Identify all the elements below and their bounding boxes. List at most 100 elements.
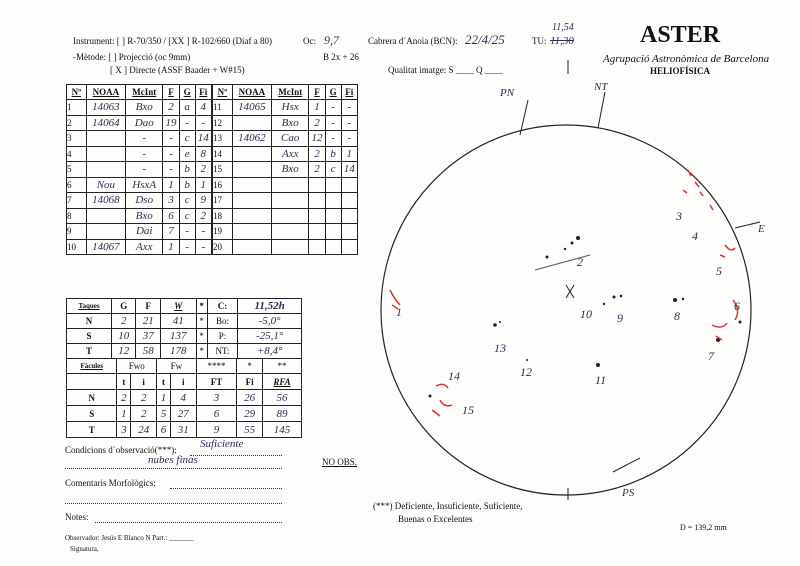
image-quality: Qualitat imatge: S ____ Q ____ bbox=[388, 65, 503, 75]
group-cell bbox=[85, 207, 127, 224]
group-cell bbox=[231, 192, 273, 209]
group-cell: Bxo bbox=[271, 114, 310, 131]
group-row: 8 Bxo 6 c 2 18 bbox=[66, 207, 359, 224]
disk-label: 6 bbox=[734, 299, 740, 313]
group-cell: - bbox=[324, 114, 342, 131]
counts-cell: S bbox=[65, 328, 113, 344]
counts-cell: 12 bbox=[111, 343, 137, 359]
center-cross bbox=[565, 284, 575, 299]
column-header: Fi bbox=[194, 84, 213, 100]
group-number: 17 bbox=[210, 192, 233, 209]
group-number: 15 bbox=[210, 161, 233, 178]
group-cell bbox=[271, 176, 310, 193]
disk-label: 3 bbox=[675, 209, 682, 223]
faculae-cell: S bbox=[65, 405, 118, 422]
faculae-cell: i bbox=[169, 373, 197, 390]
column-header: NOAA bbox=[85, 84, 127, 100]
group-row: 4 - - e 8 14 Axx 2 b 1 bbox=[66, 145, 359, 162]
group-cell: Bxo bbox=[125, 99, 164, 116]
group-cell bbox=[231, 114, 273, 131]
faculae-row: T 3 24 6 31 9 55 145 bbox=[65, 421, 303, 438]
group-row: 6 Nou HsxA 1 b 1 16 bbox=[66, 176, 359, 193]
ps-mark bbox=[612, 457, 641, 473]
group-cell bbox=[231, 207, 273, 224]
group-cell: 14 bbox=[340, 161, 359, 178]
column-header: McInt bbox=[125, 84, 164, 100]
method: -Mètode: [ ] Projecció (oc 9mm) bbox=[73, 52, 191, 62]
method-b: B 2x + 26 bbox=[323, 52, 359, 62]
group-cell: - bbox=[194, 223, 213, 240]
faculae-cell: 89 bbox=[261, 405, 303, 422]
group-cell: - bbox=[324, 130, 342, 147]
faculae-cell: 3 bbox=[116, 421, 132, 438]
sunspots bbox=[428, 236, 742, 398]
leader bbox=[170, 488, 282, 489]
faculae-row: S 1 2 5 27 6 29 89 bbox=[65, 405, 303, 422]
leader bbox=[95, 522, 282, 523]
group-cell bbox=[231, 145, 273, 162]
counts-cell: W bbox=[159, 298, 197, 314]
faculae-header: Fw bbox=[156, 358, 197, 374]
group-number: 6 bbox=[66, 176, 87, 193]
group-cell bbox=[308, 207, 326, 224]
group-cell bbox=[324, 192, 342, 209]
group-cell: - bbox=[340, 99, 359, 116]
disk-label: 15 bbox=[462, 403, 474, 417]
counts-row: N 2 21 41 * Bo: -5,0° bbox=[65, 313, 302, 329]
group-cell: - bbox=[178, 223, 196, 240]
group-number: 4 bbox=[66, 145, 87, 162]
counts-cell: * bbox=[195, 343, 208, 359]
faculae-header: ** bbox=[261, 358, 303, 374]
disk-label: 11 bbox=[595, 373, 606, 387]
counts-cell: 10 bbox=[111, 328, 137, 344]
disk-label: 2 bbox=[577, 255, 583, 269]
group-number: 8 bbox=[66, 207, 87, 224]
faculae-cell: 26 bbox=[236, 389, 263, 406]
e-mark bbox=[734, 221, 761, 229]
faculae-header: Fwo bbox=[116, 358, 158, 374]
group-cell bbox=[324, 238, 342, 255]
group-cell: - bbox=[178, 114, 196, 131]
counts-table: Taques G F W * C: 11,52h N 2 21 41 * Bo: -5,0° S 10 37 13… bbox=[65, 298, 302, 359]
column-header: F bbox=[308, 84, 326, 100]
pointer bbox=[534, 254, 591, 271]
group-cell: 2 bbox=[194, 207, 213, 224]
group-cell bbox=[340, 207, 359, 224]
group-cell: 2 bbox=[308, 114, 326, 131]
counts-cell: 11,52h bbox=[237, 298, 302, 314]
group-cell: - bbox=[125, 145, 164, 162]
observer: Observador: Jesús E Blanco N Part.: ____… bbox=[65, 534, 194, 542]
group-number: 5 bbox=[66, 161, 87, 178]
group-cell: - bbox=[162, 145, 180, 162]
group-cell bbox=[85, 161, 127, 178]
group-cell: 1 bbox=[162, 238, 180, 255]
group-cell: - bbox=[125, 130, 164, 147]
group-cell: 9 bbox=[194, 192, 213, 209]
disk-label: 12 bbox=[520, 365, 532, 379]
header-row: Nº NOAA McInt F G Fi Nº NOAA McInt F G Fi bbox=[66, 84, 359, 100]
group-cell: Hsx bbox=[271, 99, 310, 116]
group-number: 1 bbox=[66, 99, 87, 116]
conditions: Condicions d´observació(***): bbox=[65, 445, 177, 455]
group-cell: 14065 bbox=[231, 99, 273, 116]
group-row: 1 14063 Bxo 2 a 4 11 14065 Hsx 1- - bbox=[66, 99, 359, 116]
group-cell: - bbox=[162, 130, 180, 147]
faculae-cell: RFA bbox=[261, 373, 303, 390]
faculae-cell: 56 bbox=[261, 389, 303, 406]
faculae-cell: FT bbox=[195, 373, 238, 390]
faculae-header: **** bbox=[195, 358, 238, 374]
disk-label: 9 bbox=[617, 311, 623, 325]
group-cell: 14 bbox=[194, 130, 213, 147]
conditions-note: nubes finas bbox=[148, 454, 198, 466]
group-number: 19 bbox=[210, 223, 233, 240]
group-cell: 2 bbox=[162, 99, 180, 116]
group-row: 9 Dai 7- -19 bbox=[66, 223, 359, 240]
counts-cell: 2 bbox=[111, 313, 137, 329]
faculae-cell: i bbox=[130, 373, 158, 390]
group-row: 7 14068 Dso 3 c 9 17 bbox=[66, 192, 359, 209]
group-cell bbox=[324, 207, 342, 224]
scale-line-2: Buenas o Excelentes bbox=[398, 514, 473, 524]
instrument: Instrument: [ ] R-70/350 / [XX ] R-102/6… bbox=[73, 36, 272, 46]
group-cell: c bbox=[178, 207, 196, 224]
